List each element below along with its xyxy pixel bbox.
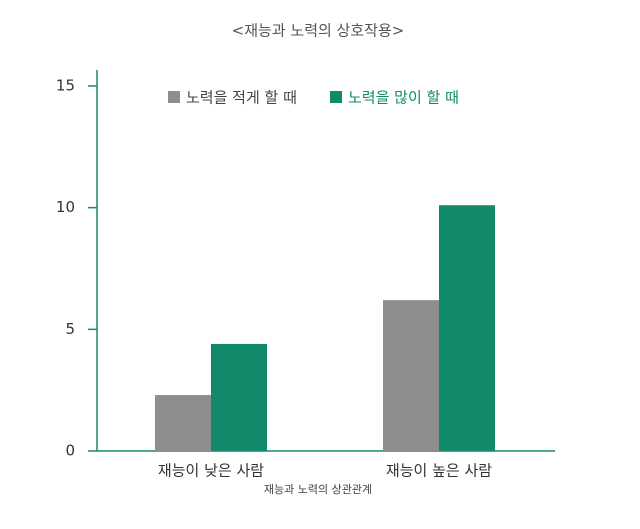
legend-label: 노력을 많이 할 때 (348, 89, 459, 107)
y-tick-label: 10 (56, 198, 75, 216)
caption: 재능과 노력의 상관관계 (264, 483, 372, 496)
x-tick-label: 재능이 높은 사람 (386, 462, 492, 480)
y-tick-label: 5 (65, 320, 75, 338)
y-tick-label: 0 (65, 442, 75, 460)
bar (383, 300, 439, 451)
legend-swatch (330, 91, 342, 103)
bar (211, 343, 267, 451)
bar (439, 205, 495, 451)
bar (155, 395, 211, 451)
y-tick-label: 15 (56, 77, 75, 95)
legend-label: 노력을 적게 할 때 (186, 89, 297, 107)
legend-swatch (168, 91, 180, 103)
chart-title: <재능과 노력의 상호작용> (232, 22, 405, 40)
x-tick-label: 재능이 낮은 사람 (158, 462, 264, 480)
